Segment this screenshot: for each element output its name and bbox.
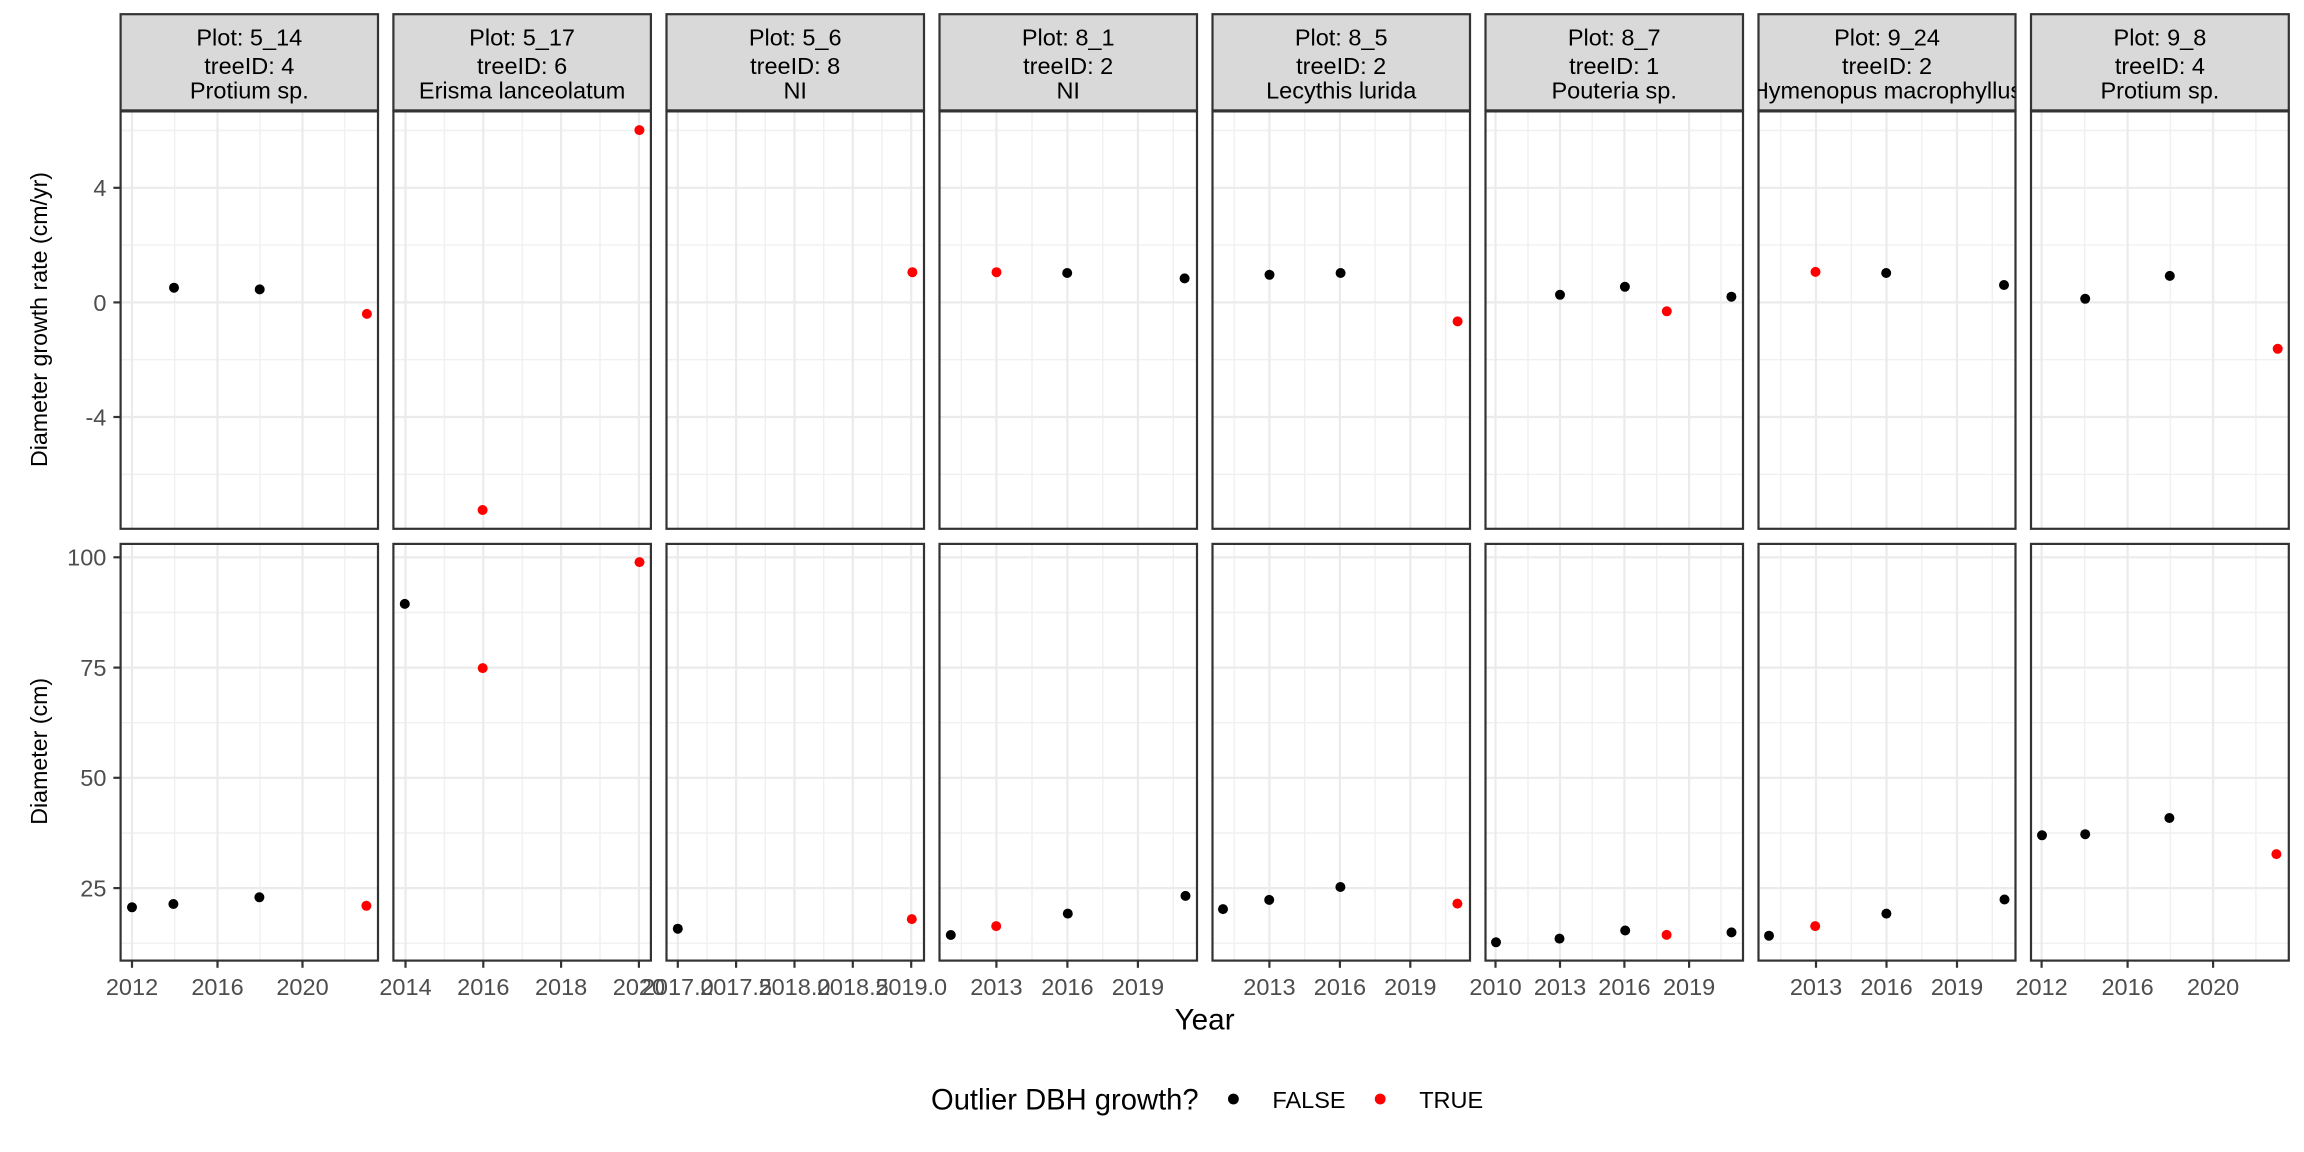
svg-text:treeID: 6: treeID: 6: [477, 53, 567, 79]
svg-text:treeID: 2: treeID: 2: [1842, 53, 1932, 79]
svg-text:0: 0: [93, 290, 106, 316]
svg-text:2014: 2014: [379, 974, 431, 1000]
svg-text:Plot: 9_8: Plot: 9_8: [2114, 24, 2207, 50]
svg-text:2019: 2019: [1112, 974, 1164, 1000]
svg-text:2017.0: 2017.0: [642, 974, 714, 1000]
svg-text:treeID: 4: treeID: 4: [204, 53, 294, 79]
svg-text:25: 25: [80, 876, 106, 902]
svg-text:NI: NI: [783, 77, 807, 103]
svg-text:75: 75: [80, 655, 106, 681]
svg-text:2019: 2019: [1663, 974, 1715, 1000]
svg-text:Plot: 9_24: Plot: 9_24: [1834, 24, 1940, 50]
svg-text:2016: 2016: [2101, 974, 2153, 1000]
svg-text:treeID: 4: treeID: 4: [2115, 53, 2205, 79]
svg-text:NI: NI: [1056, 77, 1080, 103]
svg-text:treeID: 1: treeID: 1: [1569, 53, 1659, 79]
svg-text:Pouteria sp.: Pouteria sp.: [1551, 77, 1676, 103]
svg-text:2016: 2016: [1860, 974, 1912, 1000]
svg-text:Plot: 8_5: Plot: 8_5: [1295, 24, 1388, 50]
svg-text:Outlier DBH growth?: Outlier DBH growth?: [931, 1084, 1199, 1116]
svg-text:2020: 2020: [276, 974, 328, 1000]
svg-text:2013: 2013: [970, 974, 1022, 1000]
svg-text:2016: 2016: [457, 974, 509, 1000]
svg-text:TRUE: TRUE: [1419, 1087, 1483, 1113]
svg-text:2018.5: 2018.5: [817, 974, 889, 1000]
svg-text:treeID: 2: treeID: 2: [1023, 53, 1113, 79]
svg-text:50: 50: [80, 765, 106, 791]
svg-text:Protium sp.: Protium sp.: [190, 77, 309, 103]
svg-text:2013: 2013: [1534, 974, 1586, 1000]
svg-text:FALSE: FALSE: [1272, 1087, 1345, 1113]
svg-text:Plot: 5_6: Plot: 5_6: [749, 24, 842, 50]
svg-text:2018.0: 2018.0: [759, 974, 831, 1000]
svg-text:treeID: 2: treeID: 2: [1296, 53, 1386, 79]
svg-text:Plot: 8_7: Plot: 8_7: [1568, 24, 1661, 50]
svg-text:Year: Year: [1175, 1004, 1235, 1037]
svg-text:2016: 2016: [191, 974, 243, 1000]
svg-text:Erisma lanceolatum: Erisma lanceolatum: [419, 77, 625, 103]
svg-text:Plot: 5_17: Plot: 5_17: [469, 24, 575, 50]
svg-text:2012: 2012: [2015, 974, 2067, 1000]
svg-text:2016: 2016: [1598, 974, 1650, 1000]
svg-text:2010: 2010: [1469, 974, 1521, 1000]
svg-text:2018: 2018: [535, 974, 587, 1000]
svg-text:4: 4: [93, 175, 106, 201]
svg-text:100: 100: [67, 545, 106, 571]
svg-text:2019: 2019: [1931, 974, 1983, 1000]
svg-text:Diameter (cm): Diameter (cm): [26, 678, 52, 825]
svg-text:Lecythis lurida: Lecythis lurida: [1266, 77, 1417, 103]
svg-text:Plot: 8_1: Plot: 8_1: [1022, 24, 1115, 50]
svg-text:Protium sp.: Protium sp.: [2100, 77, 2219, 103]
svg-text:2017.5: 2017.5: [700, 974, 772, 1000]
svg-text:Plot: 5_14: Plot: 5_14: [196, 24, 302, 50]
svg-text:2012: 2012: [106, 974, 158, 1000]
svg-text:2013: 2013: [1243, 974, 1295, 1000]
svg-text:2020: 2020: [2187, 974, 2239, 1000]
svg-text:-4: -4: [85, 404, 106, 430]
svg-text:2016: 2016: [1041, 974, 1093, 1000]
svg-text:treeID: 8: treeID: 8: [750, 53, 840, 79]
svg-text:2020: 2020: [613, 974, 665, 1000]
svg-text:2019: 2019: [1384, 974, 1436, 1000]
svg-text:2016: 2016: [1314, 974, 1366, 1000]
svg-text:Diameter growth rate (cm/yr): Diameter growth rate (cm/yr): [26, 172, 52, 467]
svg-text:Hymenopus macrophyllus: Hymenopus macrophyllus: [1752, 77, 2022, 103]
svg-text:2013: 2013: [1790, 974, 1842, 1000]
svg-text:2019.0: 2019.0: [875, 974, 947, 1000]
